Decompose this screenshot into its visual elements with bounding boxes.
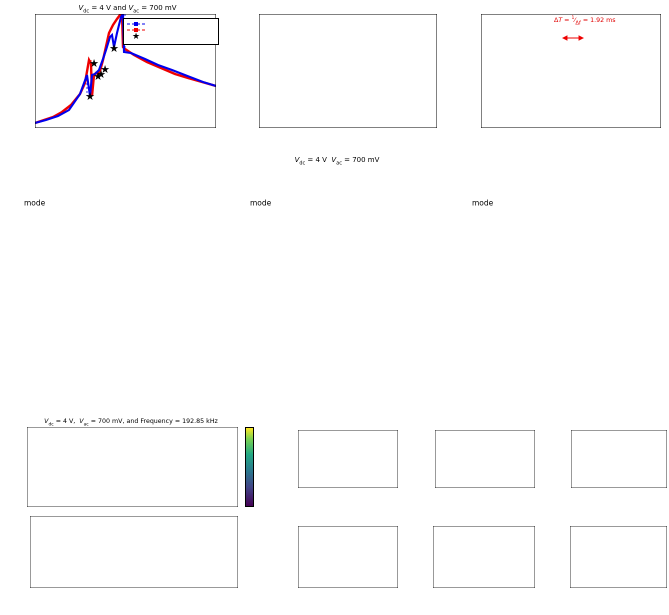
panel-h <box>270 408 669 512</box>
panel-c-annotation: ΔT = 1⁄Δf = 1.92 ms <box>554 16 616 27</box>
panel-g-colorbar <box>245 427 254 507</box>
panel-g-spectrum <box>30 516 238 588</box>
panel-c-wave <box>481 14 661 128</box>
dashed-line-marker-icon <box>127 22 145 26</box>
panel-g-title: Vdc = 4 V, Vac = 700 mV, and Frequency =… <box>44 418 218 428</box>
spectrum-trace <box>30 516 238 588</box>
middle-caption: Vdc = 4 V Vac = 700 mV <box>294 156 380 167</box>
panel-g: Vdc = 4 V, Vac = 700 mV, and Frequency =… <box>0 408 270 615</box>
panel-g-heatmap <box>27 427 238 507</box>
dashed-line-marker-icon <box>127 28 145 32</box>
delta-t-arrow <box>561 35 585 41</box>
svg-text:★: ★ <box>100 63 110 76</box>
heatmap-image <box>27 427 238 507</box>
panel-a-title: Vdc = 4 V and Vac = 700 mV <box>78 4 177 15</box>
svg-text:★: ★ <box>96 68 106 81</box>
panel-i-plot-0 <box>298 526 398 588</box>
panel-i-plot-2 <box>570 526 667 588</box>
panel-b <box>222 0 444 152</box>
legend-item-forward <box>127 21 215 27</box>
panel-e-mode-title: mode <box>250 198 272 208</box>
svg-text:★: ★ <box>109 42 119 55</box>
panel-c: ΔT = 1⁄Δf = 1.92 ms <box>444 0 669 152</box>
legend-item-backward <box>127 27 215 33</box>
svg-text:★: ★ <box>93 70 103 83</box>
panel-d-mode-title: mode <box>24 198 46 208</box>
panel-h-plot-1 <box>435 430 535 488</box>
panel-h-plot-2 <box>571 430 667 488</box>
panel-h-plot-0 <box>298 430 398 488</box>
svg-text:★: ★ <box>89 57 99 70</box>
series-forward-sweep <box>35 14 216 125</box>
panel-f-3d-axes <box>444 172 669 402</box>
series-drive-frequency-stars: ★ ★ ★ ★ ★ ★ <box>85 42 119 103</box>
panel-a-legend: ★ <box>123 18 219 45</box>
panel-f-mode-title: mode <box>472 198 494 208</box>
panel-f: mode <box>444 172 669 402</box>
panel-d-3d-axes <box>0 172 223 402</box>
panel-e-3d-axes <box>222 172 445 402</box>
panel-a: Vdc = 4 V and Vac = 700 mV ★ ★ ★ ★ ★ ★ <box>0 0 222 152</box>
svg-text:★: ★ <box>85 90 95 103</box>
panel-i <box>270 512 669 615</box>
star-icon: ★ <box>131 32 141 42</box>
panel-e: mode <box>222 172 445 402</box>
legend-item-drive: ★ <box>127 33 215 42</box>
panel-b-plot <box>259 14 437 128</box>
panel-a-plot: ★ ★ ★ ★ ★ ★ <box>35 14 216 128</box>
panel-c-plot <box>481 14 661 128</box>
panel-c-annot-text: ΔT = 1⁄Δf = 1.92 ms <box>554 16 616 27</box>
panel-b-spectrum <box>259 14 437 128</box>
panel-d: mode <box>0 172 223 402</box>
panel-i-plot-1 <box>433 526 535 588</box>
